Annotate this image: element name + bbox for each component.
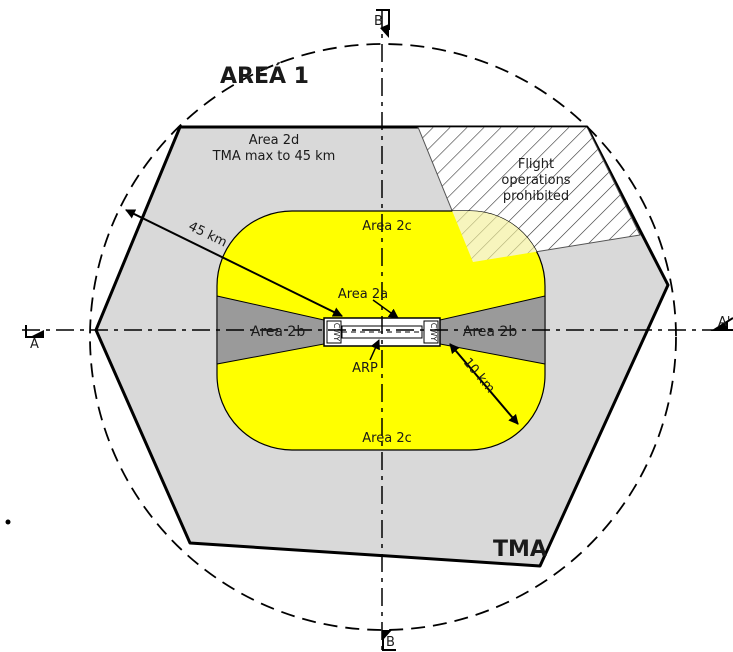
clearway-left [326, 320, 342, 344]
prohibited-overlap [418, 211, 545, 262]
section-marker-b-top [376, 9, 390, 30]
prohibited-label-3: prohibited [503, 189, 569, 204]
arrow-45km [125, 209, 343, 317]
area-2c-top-label: Area 2c [362, 219, 411, 234]
section-a-prime-label: A' [718, 315, 730, 330]
area-2c-bottom-label: Area 2c [362, 431, 411, 446]
area-1-boundary [89, 43, 677, 631]
area-2a-label: Area 2a [338, 287, 388, 302]
section-a-label: A [30, 337, 39, 352]
area-2b-left-label: Area 2b [251, 324, 306, 340]
bullet-dot [5, 519, 11, 525]
clearway-right [423, 320, 439, 344]
prohibited-label-2: operations [501, 173, 570, 188]
prohibited-label-1: Flight [518, 157, 554, 172]
tma-label: TMA [493, 537, 547, 562]
arrow-arp [369, 339, 380, 361]
cwy-left-label: CWY [332, 323, 341, 341]
area-2b-right-label: Area 2b [463, 324, 518, 340]
arp-label: ARP [352, 361, 378, 376]
section-b-bottom-label: B [386, 635, 395, 650]
section-b-top-label: B [374, 14, 383, 29]
area-2d-sublabel: TMA max to 45 km [212, 149, 336, 164]
area-2d-label: Area 2d [249, 133, 300, 148]
cwy-right-label: CWY [429, 323, 438, 341]
area-1-label: AREÁ 1 [220, 63, 309, 89]
arrow-10km [449, 343, 519, 425]
arrow-area2a [372, 299, 399, 319]
